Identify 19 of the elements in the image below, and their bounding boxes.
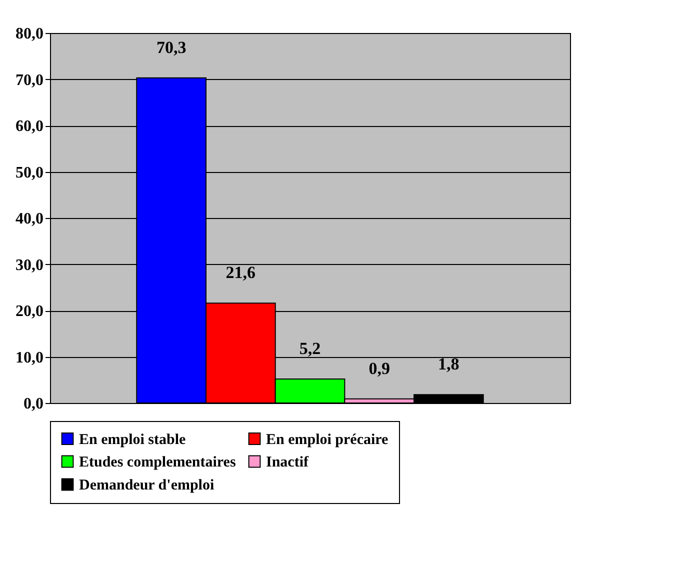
legend-label: Inactif <box>266 454 310 470</box>
legend-label: En emploi précaire <box>266 432 389 448</box>
data-label: 70,3 <box>156 38 186 57</box>
y-tick-label: 0,0 <box>24 396 44 412</box>
y-tick-label: 70,0 <box>16 72 44 89</box>
y-tick-label: 40,0 <box>16 210 44 228</box>
legend-label: Etudes complementaires <box>79 454 236 470</box>
data-label: 21,6 <box>226 263 256 282</box>
legend-label: Demandeur d'emploi <box>79 478 214 494</box>
y-tick-label: 10,0 <box>16 349 44 366</box>
y-tick-label: 50,0 <box>16 164 44 182</box>
y-tick-label: 80,0 <box>16 26 44 42</box>
y-tick-label: 20,0 <box>16 303 44 320</box>
data-label: 5,2 <box>299 338 321 358</box>
y-tick-label: 60,0 <box>16 118 44 135</box>
data-label: 1,8 <box>438 354 460 374</box>
data-label: 0,9 <box>368 358 390 378</box>
y-tick-label: 30,0 <box>16 256 44 274</box>
legend-label: En emploi stable <box>79 432 186 448</box>
